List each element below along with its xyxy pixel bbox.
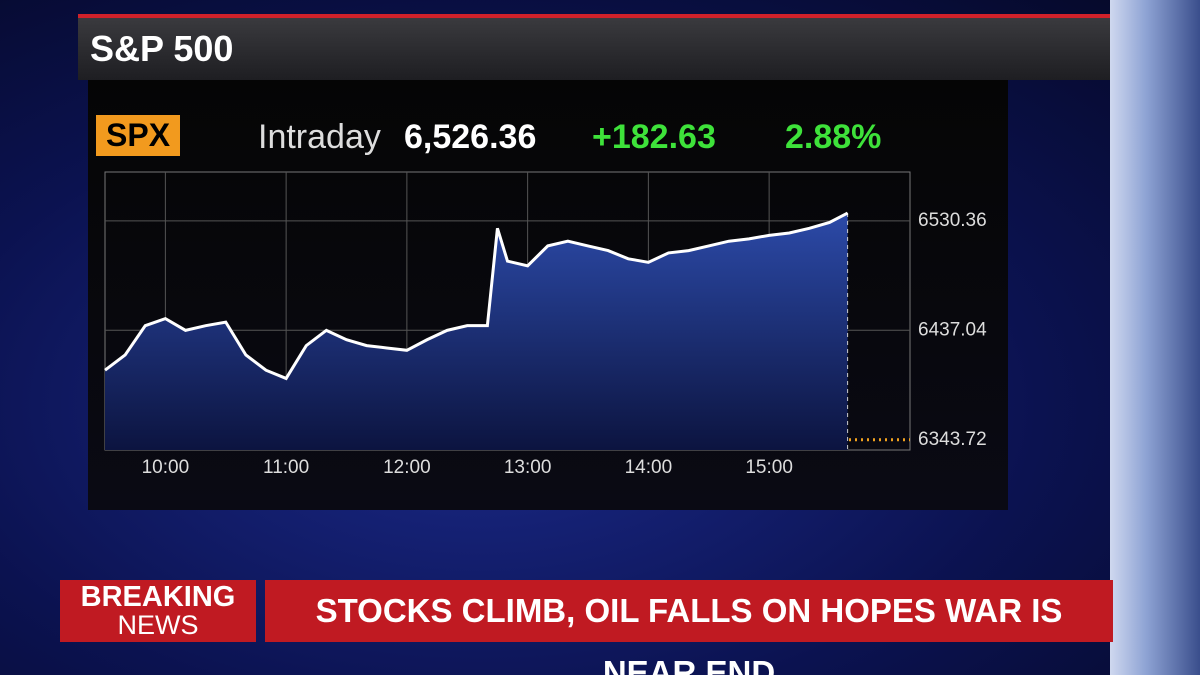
x-tick-label: 10:00 (142, 457, 190, 478)
breaking-label: BREAKING NEWS (60, 580, 256, 642)
y-tick-label: 6343.72 (918, 429, 987, 450)
title: S&P 500 (90, 28, 234, 69)
news: NEWS (117, 610, 199, 640)
mode: Intraday (258, 118, 381, 156)
x-tick-label: 14:00 (625, 457, 673, 478)
studio-background (1110, 0, 1200, 675)
ticker: SPX (96, 115, 181, 156)
change: +182.63 (592, 118, 716, 156)
last-price: 6,526.36 (404, 118, 537, 156)
y-tick-label: 6437.04 (918, 319, 987, 340)
y-tick-label: 6530.36 (918, 210, 987, 231)
headline: STOCKS CLIMB, OIL FALLS ON HOPES WAR IS … (265, 580, 1113, 675)
area (105, 213, 848, 450)
x-tick-label: 11:00 (263, 457, 309, 478)
x-tick-label: 12:00 (383, 457, 431, 478)
breaking: BREAKING (80, 581, 236, 613)
price-line (104, 211, 849, 381)
x-tick-label: 13:00 (504, 457, 552, 478)
x-tick-label: 15:00 (745, 457, 793, 478)
percent-change: 2.88% (785, 118, 882, 156)
header-bar: S&P 500 (78, 14, 1110, 80)
